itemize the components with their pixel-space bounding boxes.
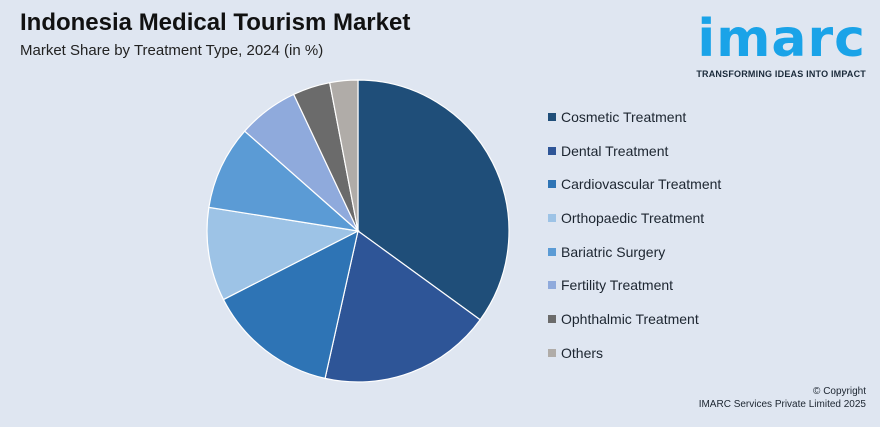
legend-item: Orthopaedic Treatment bbox=[548, 201, 721, 235]
copyright-line-1: © Copyright bbox=[813, 386, 866, 397]
legend-item: Ophthalmic Treatment bbox=[548, 302, 721, 336]
legend-item: Others bbox=[548, 336, 721, 370]
pie-slice-cosmetic-treatment bbox=[357, 79, 510, 321]
legend-label: Others bbox=[561, 344, 604, 361]
legend-label: Orthopaedic Treatment bbox=[561, 209, 705, 226]
legend-swatch bbox=[548, 112, 556, 121]
pie-slice-orthopaedic-treatment bbox=[206, 206, 360, 301]
legend-item: Bariatric Surgery bbox=[548, 235, 721, 269]
legend-label: Cardiovascular Treatment bbox=[561, 176, 722, 193]
legend-label: Cosmetic Treatment bbox=[561, 108, 687, 125]
legend-swatch bbox=[548, 180, 556, 189]
legend-item: Cosmetic Treatment bbox=[548, 100, 721, 134]
legend-item: Dental Treatment bbox=[548, 134, 721, 168]
copyright: © Copyright IMARC Services Private Limit… bbox=[699, 385, 866, 411]
chart-subtitle: Market Share by Treatment Type, 2024 (in… bbox=[20, 42, 324, 59]
chart-title: Indonesia Medical Tourism Market bbox=[20, 9, 411, 36]
legend-item: Fertility Treatment bbox=[548, 268, 721, 302]
legend-swatch bbox=[548, 281, 556, 290]
logo-tagline: TRANSFORMING IDEAS INTO IMPACT bbox=[696, 69, 866, 79]
pie-slice-dental-treatment bbox=[324, 229, 481, 383]
legend-swatch bbox=[548, 314, 556, 323]
pie-slice-bariatric-surgery bbox=[208, 130, 360, 232]
legend-swatch bbox=[548, 146, 556, 155]
legend-item: Cardiovascular Treatment bbox=[548, 167, 721, 201]
legend-swatch bbox=[548, 247, 556, 256]
legend-label: Bariatric Surgery bbox=[561, 243, 666, 260]
pie-slice-others bbox=[329, 79, 359, 232]
legend-label: Fertility Treatment bbox=[561, 277, 674, 294]
chart-legend: Cosmetic Treatment Dental Treatment Cardio… bbox=[548, 100, 721, 370]
legend-label: Dental Treatment bbox=[561, 142, 669, 159]
copyright-line-2: IMARC Services Private Limited 2025 bbox=[698, 399, 866, 410]
imarc-logo: imarc TRANSFORMING IDEAS INTO IMPACT bbox=[696, 8, 872, 84]
legend-swatch bbox=[548, 348, 556, 357]
pie-slice-cardiovascular-treatment bbox=[222, 229, 359, 380]
legend-swatch bbox=[548, 213, 556, 222]
logo-wordmark: imarc bbox=[697, 9, 866, 69]
legend-label: Ophthalmic Treatment bbox=[561, 310, 699, 327]
